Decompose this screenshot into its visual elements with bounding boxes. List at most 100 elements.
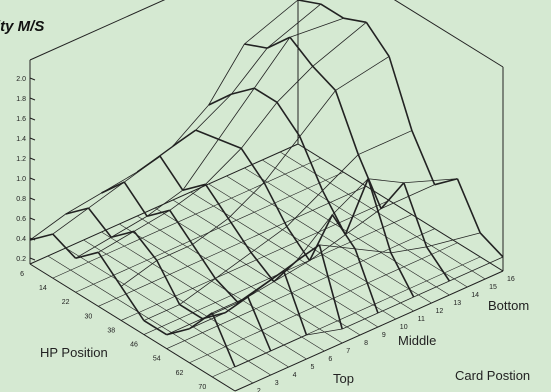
hp-tick-label: 54: [153, 356, 161, 363]
z-tick-label: 0.6: [16, 216, 26, 223]
floor-grid-line: [172, 199, 379, 328]
surface-line: [380, 184, 435, 210]
surface-line: [413, 280, 450, 298]
surface-line: [218, 138, 242, 150]
surface-line: [244, 0, 299, 45]
z-tick-label: 1.4: [16, 136, 26, 143]
floor-grid-line: [83, 239, 289, 368]
region-label-middle: Middle: [398, 333, 437, 348]
floor-grid-line: [208, 183, 414, 312]
surface-line: [240, 102, 278, 149]
floor-grid-line: [154, 207, 361, 336]
z-tick-label: 0.4: [16, 236, 26, 243]
floor-grid-line: [101, 231, 307, 360]
surface-line: [65, 192, 102, 215]
surface-line: [146, 189, 183, 217]
surface-line: [390, 252, 415, 298]
hp-tick-label: 22: [62, 299, 70, 306]
surface-line: [231, 87, 255, 95]
z-tick: [29, 237, 36, 241]
surface-line: [247, 270, 284, 298]
card-tick-label: 5: [310, 364, 314, 371]
z-tick: [29, 177, 36, 181]
surface-line: [211, 312, 236, 368]
surface-line: [247, 296, 272, 352]
surface-line: [299, 136, 324, 191]
z-tick-label: 1.6: [16, 116, 26, 123]
floor-grid-line: [297, 143, 504, 272]
surface-line: [179, 278, 216, 305]
card-tick-label: 9: [382, 332, 386, 339]
surface-line: [202, 302, 239, 320]
surface-line: [250, 252, 275, 283]
surface-line: [172, 104, 209, 147]
surface-line: [365, 21, 390, 57]
surface-line: [308, 214, 334, 262]
surface-line: [263, 182, 288, 227]
surface-line: [120, 286, 145, 321]
surface-line: [166, 318, 203, 336]
region-label-bottom: Bottom: [488, 298, 530, 313]
card-tick-label: 4: [293, 372, 297, 379]
surface-line: [286, 190, 323, 227]
surface-line: [390, 246, 427, 254]
hp-tick-label: 62: [176, 370, 184, 377]
z-tick: [29, 77, 36, 81]
surface-line: [189, 312, 226, 330]
floor-grid-line: [65, 247, 271, 376]
surface-line: [312, 65, 337, 91]
card-tick-label: 14: [471, 292, 479, 299]
hp-tick-label: 70: [198, 384, 206, 391]
surface-line: [266, 36, 291, 49]
surface-line: [212, 296, 249, 314]
card-tick-label: 15: [489, 284, 497, 291]
z-tick: [29, 157, 36, 161]
surface-line: [253, 36, 291, 89]
surface-line: [214, 278, 239, 304]
floor-grid-line: [119, 223, 325, 352]
surface-line: [266, 3, 322, 49]
z-tick-label: 1.2: [16, 156, 26, 163]
region-label-top: Top: [333, 371, 354, 386]
surface-line: [380, 182, 405, 210]
surface-line: [52, 207, 89, 235]
floor-grid-line: [98, 186, 367, 307]
surface-line: [133, 230, 158, 261]
card-axis-label: Card Postion: [455, 368, 531, 383]
surface-line: [88, 181, 125, 209]
z-tick-label: 0.2: [16, 256, 26, 263]
surface-line: [282, 270, 308, 336]
surface-line: [227, 218, 252, 253]
surface-line: [377, 296, 414, 314]
z-tick: [29, 97, 36, 101]
surface-line: [276, 101, 301, 137]
surface-line: [101, 171, 138, 194]
surface-line: [188, 312, 213, 330]
surface-line: [343, 17, 367, 24]
tick-labels: 2.01.81.61.41.21.00.80.60.40.26142230384…: [16, 76, 515, 392]
hp-axis-label: HP Position: [40, 345, 108, 360]
surface-line: [357, 154, 382, 209]
surface-line: [123, 181, 148, 217]
surface-line: [166, 328, 190, 336]
box-edge: [29, 0, 166, 61]
box-edge: [393, 0, 504, 68]
surface-line: [318, 244, 343, 330]
surface-line: [52, 233, 77, 259]
surface-line: [306, 328, 343, 336]
surface-line: [195, 93, 232, 131]
surface-line: [111, 215, 148, 238]
card-tick-label: 12: [436, 308, 444, 315]
surface-line: [342, 312, 379, 330]
surface-mesh: [29, 0, 504, 368]
surface-line: [192, 218, 229, 245]
surface-line: [425, 246, 451, 282]
surface-line: [136, 145, 174, 173]
surface-line: [283, 244, 320, 272]
surface-line: [296, 214, 333, 262]
surface-line: [358, 130, 413, 155]
surface-line: [253, 87, 278, 104]
surface-line: [75, 236, 112, 259]
surface-line: [434, 178, 458, 186]
